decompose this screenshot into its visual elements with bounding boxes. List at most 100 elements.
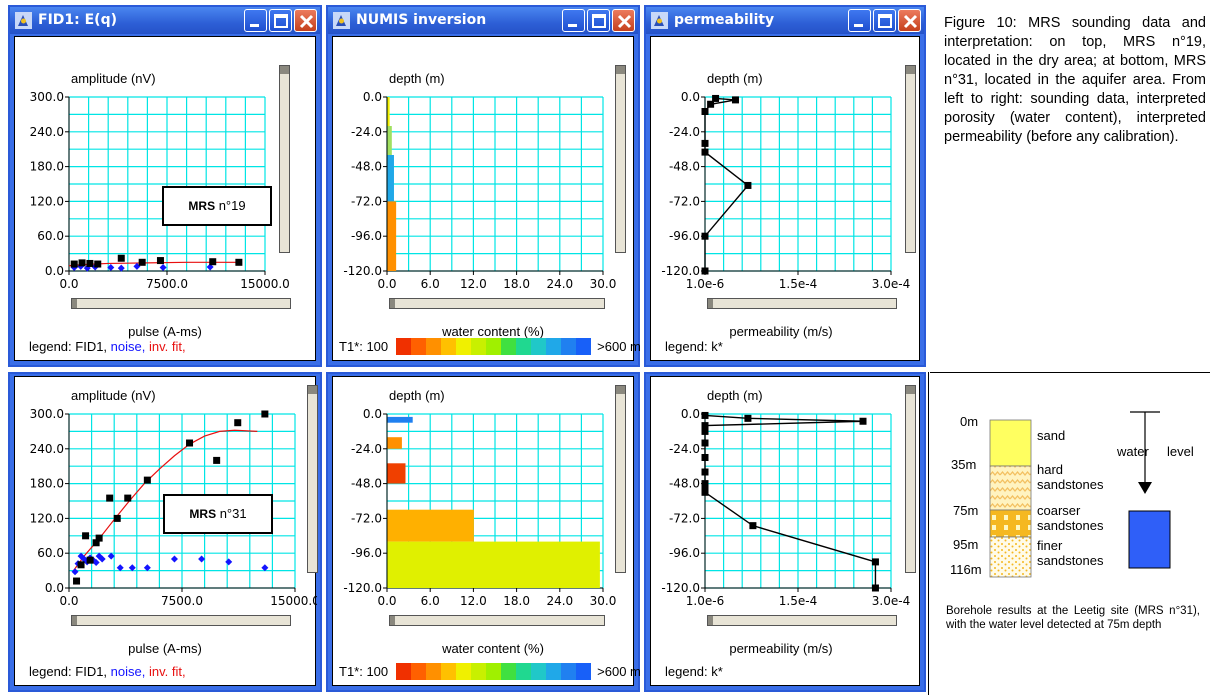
- x-tick-label: 12.0: [460, 594, 487, 608]
- y-tick-label: -24.0: [669, 125, 700, 139]
- y-tick-label: -48.0: [351, 160, 382, 174]
- permeability-point: [701, 232, 709, 240]
- vertical-scrollbar[interactable]: [905, 385, 916, 573]
- water-layer-bar: [387, 97, 390, 126]
- y-tick-label: 240.0: [30, 125, 64, 139]
- maximize-button[interactable]: [587, 9, 610, 32]
- x-tick-label: 1.0e-6: [686, 594, 724, 608]
- plot-area: 0.0 -24.0 -48.0 -72.0 -96.0 -120.0 0.0 6.0 12.0 1…: [332, 36, 641, 361]
- fid-point: [235, 258, 243, 266]
- mrs-number: n°19: [218, 198, 246, 213]
- vertical-scrollbar[interactable]: [279, 65, 290, 253]
- t1-color-cell: [546, 337, 562, 355]
- x-tick-label: 1.5e-4: [779, 277, 817, 291]
- fid-point: [156, 257, 164, 265]
- y-tick-label: -48.0: [669, 160, 700, 174]
- t1-label: T1*: 100: [339, 663, 389, 679]
- vertical-scrollbar[interactable]: [905, 65, 916, 253]
- t1-color-cell: [426, 662, 442, 680]
- layer-label: sand: [1037, 428, 1065, 443]
- t1-color-cell: [471, 337, 487, 355]
- t1-color-cell: [441, 662, 457, 680]
- y-axis-label: depth (m): [707, 71, 763, 86]
- x-tick-label: 24.0: [546, 594, 573, 608]
- fid-point: [117, 254, 125, 262]
- horizontal-scrollbar[interactable]: [389, 298, 605, 309]
- permeability-point: [871, 584, 879, 592]
- horizontal-scrollbar[interactable]: [389, 615, 605, 626]
- x-tick-label: 7500.0: [146, 277, 188, 291]
- plot-area: 300.0 240.0 180.0 120.0 60.0 0.0 0.0 7500.0 1500…: [14, 376, 318, 686]
- close-button[interactable]: [612, 9, 635, 32]
- permeability-point: [707, 100, 715, 108]
- x-tick-label: 6.0: [421, 277, 440, 291]
- y-tick-label: -72.0: [669, 511, 700, 525]
- y-tick-label: -72.0: [669, 194, 700, 208]
- vertical-scrollbar[interactable]: [307, 385, 318, 573]
- x-tick-label: 3.0e-4: [872, 277, 910, 291]
- x-tick-label: 1.0e-6: [686, 277, 724, 291]
- minimize-button[interactable]: [244, 9, 267, 32]
- legend-noise: noise,: [110, 339, 146, 354]
- plot-legend: legend: k*: [665, 339, 723, 354]
- y-tick-label: 60.0: [37, 546, 64, 560]
- permeability-point: [871, 558, 879, 566]
- t1-color-cell: [531, 662, 547, 680]
- fid-plot: 300.0 240.0 180.0 120.0 60.0 0.00.0 7500.0 1500…: [30, 388, 317, 656]
- y-tick-label: -96.0: [669, 546, 700, 560]
- window-title: FID1: E(q): [38, 12, 117, 28]
- vertical-scrollbar[interactable]: [615, 65, 626, 253]
- y-tick-label: -96.0: [351, 229, 382, 243]
- maximize-button[interactable]: [269, 9, 292, 32]
- titlebar-perm-top[interactable]: permeability: [646, 7, 924, 34]
- water-content-plot: 0.0-24.0-48.0-72.0-96.0-120.00.0 6.0 12.0 1…: [343, 388, 616, 656]
- fid-plot: 300.0 240.0 180.0 120.0 60.0 0.00.0 7500.0 1500…: [30, 71, 290, 339]
- vertical-scrollbar[interactable]: [615, 385, 626, 573]
- fid-point: [124, 494, 132, 502]
- water-layer-bar: [387, 509, 474, 542]
- fid-point: [234, 419, 242, 427]
- mrs-label-box: MRS n°31: [163, 494, 273, 534]
- plot-legend: legend: k*: [665, 664, 723, 679]
- noise-point: [198, 555, 206, 563]
- water-content-plot: 0.0-24.0-48.0-72.0-96.0-120.00.0 6.0 12.0 1…: [343, 71, 616, 339]
- y-axis-label: depth (m): [707, 388, 763, 403]
- close-button[interactable]: [898, 9, 921, 32]
- horizontal-scrollbar[interactable]: [71, 615, 291, 626]
- borehole-note: Borehole results at the Leetig site (MRS…: [946, 605, 1200, 631]
- water-layer-bar: [387, 437, 402, 449]
- titlebar-fid-top[interactable]: FID1: E(q): [10, 7, 320, 34]
- horizontal-scrollbar[interactable]: [707, 298, 897, 309]
- y-tick-label: -120.0: [343, 581, 382, 595]
- t1-color-cell: [486, 662, 502, 680]
- depth-label: 35m: [951, 457, 976, 472]
- close-button[interactable]: [294, 9, 317, 32]
- fid-point: [86, 556, 94, 564]
- fid-point: [86, 259, 94, 267]
- layer-finer-sandstones: [989, 536, 1032, 578]
- x-tick-label: 0.0: [377, 594, 396, 608]
- t1-color-cell: [396, 662, 412, 680]
- legend-fid: legend: FID1,: [29, 339, 108, 354]
- permeability-point: [701, 139, 709, 147]
- y-tick-label: -72.0: [351, 511, 382, 525]
- fid-point: [73, 577, 81, 585]
- minimize-button[interactable]: [848, 9, 871, 32]
- y-tick-label: 0.0: [363, 90, 382, 104]
- numis-window-bottom: 0.0 -24.0 -48.0 -72.0 -96.0 -120.0 0.0 6.0 12.0 1…: [326, 372, 641, 692]
- horizontal-scrollbar[interactable]: [707, 615, 897, 626]
- t1-color-cell: [501, 337, 517, 355]
- titlebar-numis-top[interactable]: NUMIS inversion: [328, 7, 638, 34]
- minimize-button[interactable]: [562, 9, 585, 32]
- y-axis-label: depth (m): [389, 388, 445, 403]
- x-axis-label: pulse (A-ms): [128, 641, 202, 656]
- water-layer-bar: [387, 463, 406, 484]
- noise-point: [170, 555, 178, 563]
- permeability-point: [744, 414, 752, 422]
- maximize-button[interactable]: [873, 9, 896, 32]
- permeability-point: [744, 181, 752, 189]
- permeability-plot: 0.0 -24.0 -48.0 -72.0 -96.0 -120.01.0e-6 1.5e-…: [661, 388, 910, 656]
- permeability-plot: 0.0 -24.0 -48.0 -72.0 -96.0 -120.01.0e-6 1.5e-…: [661, 71, 910, 339]
- horizontal-scrollbar[interactable]: [71, 298, 291, 309]
- x-tick-label: 7500.0: [161, 594, 203, 608]
